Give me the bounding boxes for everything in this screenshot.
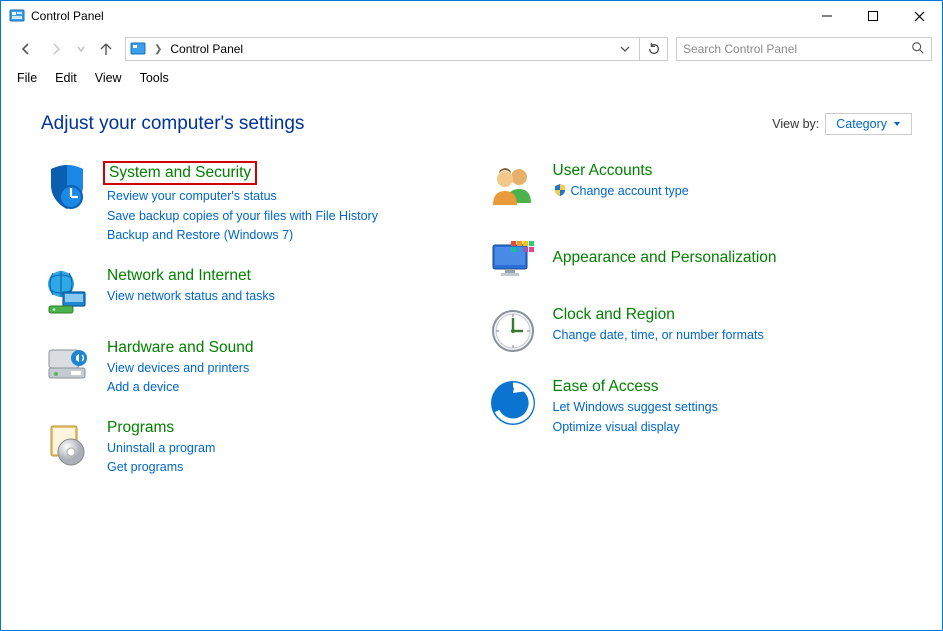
- right-column: User Accounts Change account type: [487, 161, 913, 498]
- category-title-appearance[interactable]: Appearance and Personalization: [553, 248, 777, 267]
- programs-icon: [41, 418, 93, 470]
- view-by-value: Category: [836, 117, 887, 131]
- address-bar[interactable]: ❯ Control Panel: [125, 37, 640, 61]
- view-by-control: View by: Category: [772, 113, 912, 135]
- titlebar: Control Panel: [1, 1, 942, 31]
- view-by-dropdown[interactable]: Category: [825, 113, 912, 135]
- ease-of-access-icon: [487, 377, 539, 429]
- link-get-programs[interactable]: Get programs: [107, 458, 215, 477]
- maximize-button[interactable]: [850, 1, 896, 31]
- category-title-hardware-sound[interactable]: Hardware and Sound: [107, 338, 254, 357]
- user-accounts-icon: [487, 161, 539, 213]
- link-change-account-type[interactable]: Change account type: [571, 184, 689, 198]
- address-icon: [130, 41, 146, 57]
- search-placeholder: Search Control Panel: [683, 42, 797, 56]
- category-title-user-accounts[interactable]: User Accounts: [553, 161, 653, 180]
- chevron-down-icon: [893, 120, 901, 128]
- uac-shield-icon: [553, 183, 567, 197]
- category-title-programs[interactable]: Programs: [107, 418, 174, 437]
- category-system-security: System and Security Review your computer…: [41, 161, 467, 246]
- up-button[interactable]: [95, 38, 117, 60]
- category-title-ease-of-access[interactable]: Ease of Access: [553, 377, 659, 396]
- breadcrumb-chevron-icon[interactable]: ❯: [152, 44, 164, 55]
- forward-button[interactable]: [45, 38, 67, 60]
- search-input[interactable]: Search Control Panel: [676, 37, 932, 61]
- link-windows-suggest[interactable]: Let Windows suggest settings: [553, 398, 718, 417]
- content-area: Adjust your computer's settings View by:…: [1, 89, 942, 630]
- category-user-accounts: User Accounts Change account type: [487, 161, 913, 213]
- breadcrumb-control-panel[interactable]: Control Panel: [170, 42, 243, 56]
- link-optimize-display[interactable]: Optimize visual display: [553, 418, 718, 437]
- navigation-bar: ❯ Control Panel Search Control Panel: [1, 31, 942, 67]
- search-icon: [911, 41, 925, 58]
- category-programs: Programs Uninstall a program Get program…: [41, 418, 467, 478]
- category-hardware-sound: Hardware and Sound View devices and prin…: [41, 338, 467, 398]
- left-column: System and Security Review your computer…: [41, 161, 467, 498]
- menu-view[interactable]: View: [87, 69, 130, 87]
- window-frame: Control Panel: [0, 0, 943, 631]
- link-review-status[interactable]: Review your computer's status: [107, 187, 378, 206]
- category-network-internet: Network and Internet View network status…: [41, 266, 467, 318]
- page-heading: Adjust your computer's settings: [41, 113, 304, 135]
- link-network-status[interactable]: View network status and tasks: [107, 287, 275, 306]
- link-file-history[interactable]: Save backup copies of your files with Fi…: [107, 207, 378, 226]
- close-button[interactable]: [896, 1, 942, 31]
- network-internet-icon: [41, 266, 93, 318]
- menu-file[interactable]: File: [9, 69, 45, 87]
- address-history-dropdown[interactable]: [615, 38, 635, 60]
- control-panel-icon: [9, 8, 25, 24]
- category-appearance: Appearance and Personalization: [487, 233, 913, 285]
- category-ease-of-access: Ease of Access Let Windows suggest setti…: [487, 377, 913, 437]
- category-title-clock-region[interactable]: Clock and Region: [553, 305, 675, 324]
- category-clock-region: Clock and Region Change date, time, or n…: [487, 305, 913, 357]
- back-button[interactable]: [15, 38, 37, 60]
- refresh-button[interactable]: [640, 37, 668, 61]
- link-uninstall-program[interactable]: Uninstall a program: [107, 439, 215, 458]
- link-backup-restore[interactable]: Backup and Restore (Windows 7): [107, 226, 378, 245]
- link-add-device[interactable]: Add a device: [107, 378, 254, 397]
- link-change-date-time[interactable]: Change date, time, or number formats: [553, 326, 764, 345]
- window-title: Control Panel: [31, 9, 104, 23]
- hardware-sound-icon: [41, 338, 93, 390]
- category-title-network-internet[interactable]: Network and Internet: [107, 266, 251, 285]
- recent-locations-dropdown[interactable]: [75, 38, 87, 60]
- menu-bar: File Edit View Tools: [1, 67, 942, 89]
- category-title-system-security[interactable]: System and Security: [103, 161, 257, 185]
- system-security-icon: [41, 161, 93, 213]
- link-devices-printers[interactable]: View devices and printers: [107, 359, 254, 378]
- appearance-icon: [487, 233, 539, 285]
- minimize-button[interactable]: [804, 1, 850, 31]
- view-by-label: View by:: [772, 117, 819, 131]
- menu-tools[interactable]: Tools: [132, 69, 177, 87]
- clock-region-icon: [487, 305, 539, 357]
- menu-edit[interactable]: Edit: [47, 69, 85, 87]
